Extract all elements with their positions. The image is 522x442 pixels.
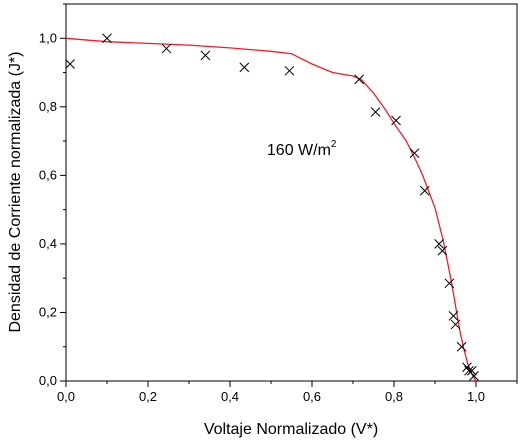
data-point-marker — [391, 115, 401, 126]
data-point-marker — [161, 43, 172, 54]
x-tick-label: 0,4 — [221, 389, 239, 404]
x-tick-label: 0,2 — [139, 389, 157, 404]
y-axis-title: Densidad de Corriente normalizada (J*) — [7, 51, 24, 332]
y-tick-label: 1,0 — [39, 30, 57, 45]
y-axis: 0,0 0,2 0,4 0,6 0,8 1,0 — [39, 3, 66, 388]
data-point-marker — [65, 59, 75, 69]
y-tick-label: 0,2 — [39, 304, 57, 319]
x-tick-label: 0,0 — [57, 389, 75, 404]
data-point-marker — [437, 245, 448, 256]
data-point-marker — [102, 33, 112, 44]
data-point-marker — [448, 311, 459, 321]
x-tick-label: 1,0 — [467, 389, 485, 404]
y-tick-label: 0,0 — [39, 373, 57, 388]
data-point-marker — [284, 65, 295, 76]
data-point-marker — [239, 62, 250, 73]
data-point-marker — [456, 341, 467, 352]
irradiance-annotation-text: 160 W/m — [267, 142, 331, 159]
data-point-marker — [370, 107, 381, 117]
x-axis: 0,0 0,2 0,4 0,6 0,8 1,0 — [57, 381, 518, 404]
plot-area — [65, 3, 518, 382]
data-point-marker — [469, 371, 479, 381]
data-point-marker — [467, 365, 477, 376]
data-point-marker — [409, 148, 420, 158]
irradiance-annotation-superscript: 2 — [331, 139, 337, 150]
fit-curve — [65, 37, 477, 382]
x-tick-label: 0,8 — [385, 389, 403, 404]
x-axis-title: Voltaje Normalizado (V*) — [204, 421, 378, 438]
x-tick-label: 0,6 — [303, 389, 321, 404]
y-tick-label: 0,6 — [39, 167, 57, 182]
y-tick-label: 0,4 — [39, 236, 57, 251]
data-point-marker — [450, 319, 461, 330]
data-point-marker — [419, 185, 430, 196]
irradiance-annotation: 160 W/m2 — [267, 139, 337, 159]
data-point-marker — [200, 50, 211, 61]
data-point-marker — [354, 74, 365, 85]
data-point-marker — [434, 239, 444, 249]
series-layer — [65, 33, 479, 382]
y-tick-label: 0,8 — [39, 99, 57, 114]
data-point-marker — [444, 278, 455, 289]
